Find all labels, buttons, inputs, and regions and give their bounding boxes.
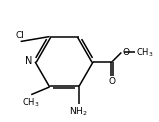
Text: NH$_2$: NH$_2$ <box>69 106 88 118</box>
Text: N: N <box>25 56 32 66</box>
Text: CH$_3$: CH$_3$ <box>22 96 39 109</box>
Text: O: O <box>109 77 116 86</box>
Text: CH$_3$: CH$_3$ <box>136 46 153 59</box>
Text: Cl: Cl <box>15 31 24 40</box>
Text: O: O <box>122 48 129 57</box>
